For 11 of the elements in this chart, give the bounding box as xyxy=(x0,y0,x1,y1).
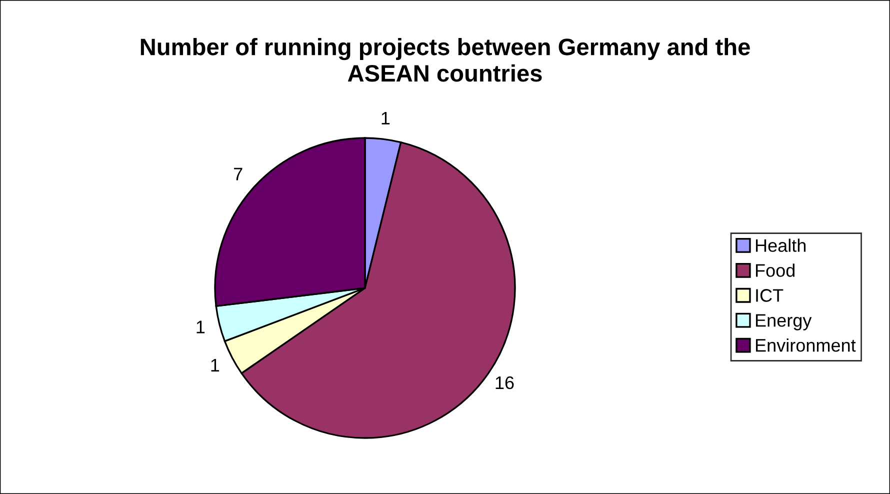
data-label: 1 xyxy=(382,112,390,124)
legend-label: Energy xyxy=(756,314,812,330)
legend-label: Health xyxy=(756,238,806,252)
legend-label: Environment xyxy=(756,338,856,352)
data-label: 7 xyxy=(234,168,242,180)
legend-label: Food xyxy=(756,264,794,277)
chart-title: Number of running projects between Germany and the ASEAN countries xyxy=(140,38,750,82)
data-label: 1 xyxy=(196,320,205,334)
legend-label: ICT xyxy=(756,289,784,302)
data-label: 1 xyxy=(211,359,220,372)
data-label: 16 xyxy=(496,376,514,390)
